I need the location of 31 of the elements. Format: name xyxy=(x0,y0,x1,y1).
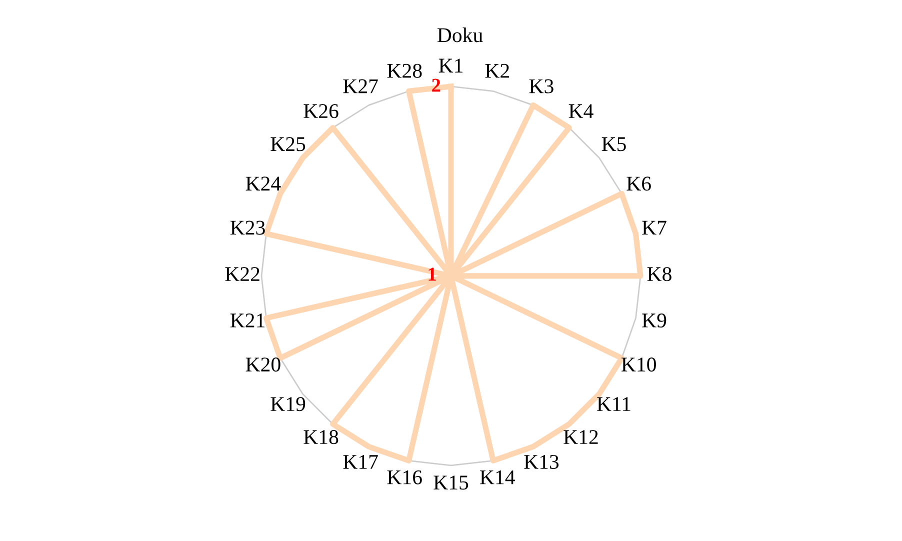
y-tick-label: 2 xyxy=(432,78,440,92)
spoke-label: K23 xyxy=(230,220,265,235)
chart-title: Doku xyxy=(437,28,483,42)
spoke-label: K2 xyxy=(485,64,509,78)
spoke-label: K25 xyxy=(270,137,306,152)
spoke-label: K12 xyxy=(564,430,598,444)
spoke-label: K4 xyxy=(568,104,594,118)
spoke-label: K20 xyxy=(246,358,280,372)
spoke-label: K3 xyxy=(529,79,554,94)
spoke-label: K9 xyxy=(642,314,666,328)
spoke-label: K15 xyxy=(434,476,468,490)
spoke-label: K1 xyxy=(438,58,462,72)
spoke-label: K24 xyxy=(246,176,281,190)
spoke-label: K19 xyxy=(270,397,306,412)
spoke-label: K22 xyxy=(225,267,260,281)
spoke-label: K11 xyxy=(597,397,630,411)
y-tick-label: 1 xyxy=(428,268,436,281)
spoke-label: K14 xyxy=(480,470,515,484)
spoke-label: K13 xyxy=(524,454,559,469)
spoke-label: K6 xyxy=(626,176,651,191)
spoke-label: K17 xyxy=(343,454,378,469)
spoke-label: K18 xyxy=(304,430,338,444)
spoke-label: K8 xyxy=(647,267,672,282)
spoke-label: K7 xyxy=(642,220,666,235)
spoke-label: K16 xyxy=(387,470,422,484)
spoke-label: K5 xyxy=(602,137,626,152)
spoke-label: K27 xyxy=(343,79,378,94)
spoke-label: K26 xyxy=(304,104,338,118)
spoke-label: K10 xyxy=(621,358,656,372)
spoke-label: K21 xyxy=(230,314,264,328)
spoke-label: K28 xyxy=(387,64,422,78)
